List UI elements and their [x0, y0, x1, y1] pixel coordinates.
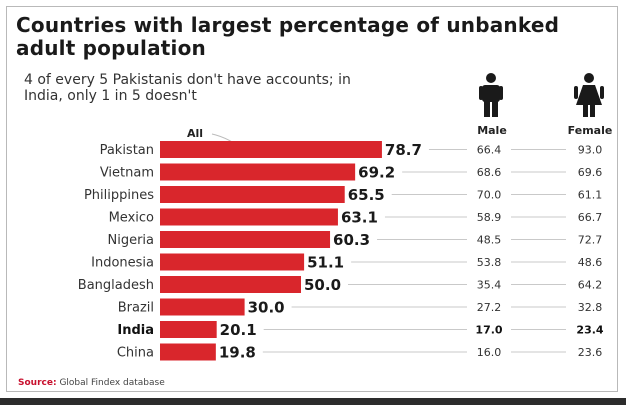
value-label-male: 17.0	[475, 324, 502, 337]
value-label-female: 23.4	[576, 324, 603, 337]
value-label-female: 32.8	[578, 301, 603, 314]
column-header-male: Male	[477, 124, 507, 137]
value-label-male: 58.9	[477, 211, 502, 224]
value-label-male: 16.0	[477, 346, 502, 359]
value-label-female: 61.1	[578, 189, 603, 202]
bar-bangladesh	[160, 276, 301, 293]
value-label-all: 69.2	[358, 164, 395, 182]
category-label: Brazil	[118, 301, 154, 316]
value-label-all: 63.1	[341, 209, 378, 227]
value-label-male: 70.0	[477, 189, 502, 202]
value-label-all: 20.1	[220, 321, 257, 339]
value-label-male: 53.8	[477, 256, 502, 269]
category-label: Indonesia	[91, 256, 154, 271]
value-label-female: 23.6	[578, 346, 603, 359]
value-label-male: 35.4	[477, 279, 502, 292]
bar-mexico	[160, 208, 338, 226]
value-label-all: 19.8	[219, 344, 256, 362]
column-header-all: All	[186, 127, 204, 140]
category-label: Mexico	[109, 211, 154, 226]
category-label: Philippines	[84, 188, 154, 203]
category-label: China	[117, 346, 154, 361]
bar-brazil	[160, 298, 245, 316]
bar-indonesia	[160, 253, 305, 271]
category-label: Bangladesh	[78, 278, 154, 293]
bar-china	[160, 343, 216, 361]
female-figure-icon	[574, 73, 604, 117]
value-label-female: 48.6	[578, 256, 603, 269]
chart-subtitle: 4 of every 5 Pakistanis don't have accou…	[24, 72, 351, 104]
source-note: Source: Global Findex database	[18, 378, 165, 388]
category-label: India	[117, 323, 154, 338]
bar-india	[160, 321, 217, 338]
bar-vietnam	[160, 163, 356, 181]
source-label: Source:	[18, 378, 57, 388]
value-label-all: 30.0	[248, 299, 285, 317]
value-label-all: 60.3	[333, 231, 370, 249]
source-text: Global Findex database	[59, 378, 165, 388]
category-label: Nigeria	[107, 233, 154, 248]
value-label-all: 65.5	[348, 186, 385, 204]
bar-pakistan	[160, 141, 382, 158]
value-label-all: 50.0	[304, 276, 341, 294]
value-label-male: 68.6	[477, 166, 502, 179]
value-label-female: 69.6	[578, 166, 603, 179]
value-label-all: 51.1	[307, 254, 344, 272]
column-header-female: Female	[567, 124, 613, 137]
category-label: Vietnam	[100, 166, 154, 181]
value-label-male: 66.4	[477, 144, 502, 157]
value-label-female: 66.7	[578, 211, 603, 224]
value-label-male: 27.2	[477, 301, 502, 314]
male-figure-icon	[479, 73, 503, 117]
category-label: Pakistan	[100, 143, 154, 158]
bottom-strip	[0, 398, 626, 405]
chart-frame	[6, 6, 618, 392]
bar-philippines	[160, 186, 345, 203]
value-label-female: 64.2	[578, 279, 603, 292]
value-label-female: 72.7	[578, 234, 603, 247]
value-label-male: 48.5	[477, 234, 502, 247]
value-label-all: 78.7	[385, 141, 422, 159]
value-label-female: 93.0	[578, 144, 603, 157]
chart-title: Countries with largest percentage of unb…	[16, 13, 560, 60]
bar-nigeria	[160, 231, 331, 248]
